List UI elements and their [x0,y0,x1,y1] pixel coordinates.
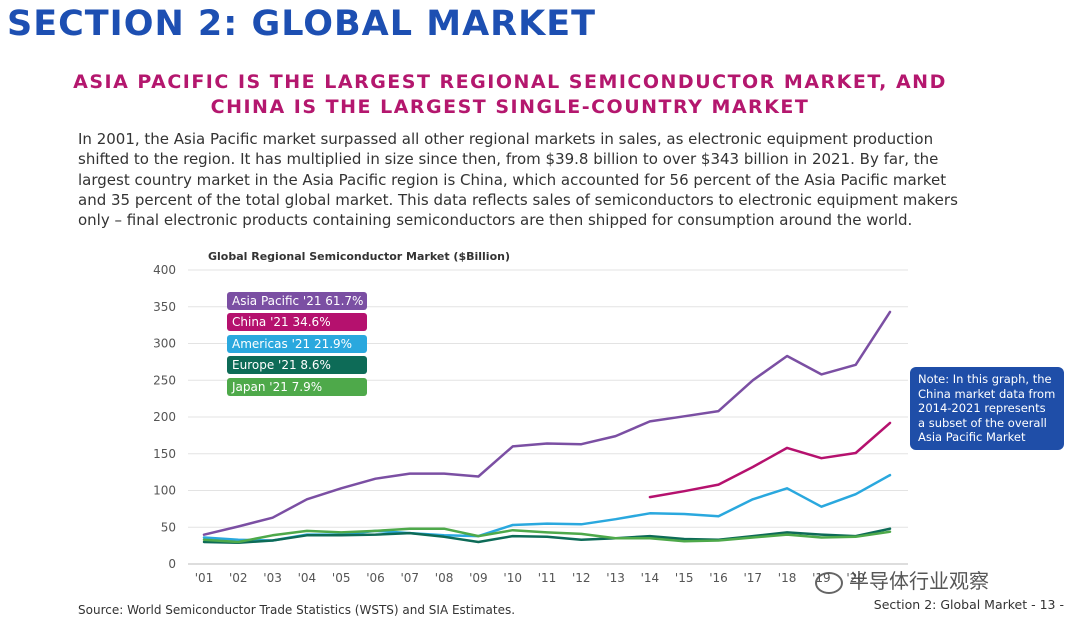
chart-title: Global Regional Semiconductor Market ($B… [208,250,510,263]
legend-europe: Europe '21 8.6% [227,356,367,374]
body-line-5: only – final electronic products contain… [78,211,913,229]
x-tick-label: '11 [538,571,557,585]
series-line-asia-pacific [202,310,892,536]
body-line-2: shifted to the region. It has multiplied… [78,150,939,168]
y-tick-label: 200 [153,410,176,424]
series-line-china [648,421,892,499]
y-tick-label: 250 [153,373,176,387]
x-tick-label: '05 [332,571,351,585]
series-line-japan [202,527,892,544]
x-tick-label: '04 [298,571,317,585]
legend-china: China '21 34.6% [227,313,367,331]
legend-asia-pacific: Asia Pacific '21 61.7% [227,292,367,310]
x-tick-label: '16 [709,571,728,585]
x-tick-label: '12 [572,571,591,585]
wechat-icon [815,571,843,594]
x-tick-label: '03 [263,571,282,585]
x-tick-label: '18 [778,571,797,585]
chart-note: Note: In this graph, the China market da… [910,367,1064,450]
x-tick-label: '06 [366,571,385,585]
y-tick-label: 400 [153,263,176,277]
y-tick-label: 350 [153,300,176,314]
source-note: Source: World Semiconductor Trade Statis… [78,603,516,617]
y-tick-label: 50 [161,520,176,534]
x-tick-label: '01 [195,571,214,585]
body-line-3: largest country market in the Asia Pacif… [78,171,947,189]
x-tick-label: '13 [606,571,625,585]
x-tick-label: '07 [401,571,420,585]
series-line-europe [202,527,892,544]
body-line-4: and 35 percent of the total global marke… [78,191,958,209]
x-tick-label: '10 [503,571,522,585]
headline-line-1: ASIA PACIFIC IS THE LARGEST REGIONAL SEM… [73,71,947,93]
x-tick-label: '15 [675,571,694,585]
legend-japan: Japan '21 7.9% [227,378,367,396]
x-tick-label: '02 [229,571,248,585]
y-tick-label: 300 [153,337,176,351]
y-tick-label: 100 [153,484,176,498]
x-tick-label: '20 [846,571,865,585]
headline-line-2: CHINA IS THE LARGEST SINGLE-COUNTRY MARK… [210,96,810,118]
legend-americas: Americas '21 21.9% [227,335,367,353]
watermark-text: 半导体行业观察 [849,569,989,593]
y-tick-label: 0 [168,557,176,571]
page-footer: Section 2: Global Market - 13 - [873,597,1064,612]
x-tick-label: '14 [641,571,660,585]
x-tick-label: '09 [469,571,488,585]
watermark: 半导体行业观察 [815,565,989,594]
body-line-1: In 2001, the Asia Pacific market surpass… [78,130,934,148]
y-tick-label: 150 [153,447,176,461]
x-tick-label: '17 [744,571,763,585]
section-title: SECTION 2: GLOBAL MARKET [7,4,597,44]
x-tick-label: '08 [435,571,454,585]
